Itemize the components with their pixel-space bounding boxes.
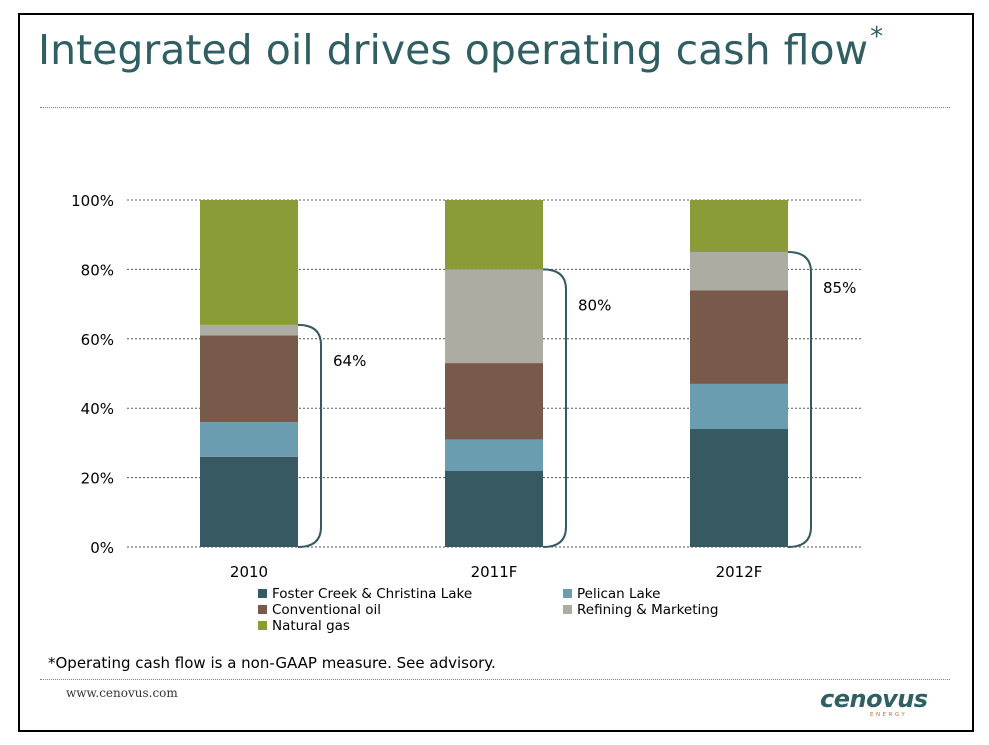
legend-item: Pelican Lake xyxy=(563,586,660,602)
logo-wordmark: cenovus xyxy=(820,685,928,713)
legend-swatch xyxy=(563,605,572,614)
legend-item: Natural gas xyxy=(258,618,350,634)
bar-segment xyxy=(690,290,788,384)
bracket xyxy=(297,323,322,548)
bar-segment xyxy=(690,429,788,547)
legend-label: Pelican Lake xyxy=(577,586,661,602)
x-tick-label: 2010 xyxy=(230,563,268,581)
x-tick-label: 2012F xyxy=(716,563,763,581)
bar-segment xyxy=(200,422,298,457)
y-tick-label: 100% xyxy=(71,192,114,210)
title-asterisk: * xyxy=(870,22,884,52)
legend-item: Refining & Marketing xyxy=(563,602,718,618)
legend-swatch xyxy=(258,589,267,598)
legend-label: Conventional oil xyxy=(272,602,382,618)
legend-swatch xyxy=(258,621,267,630)
legend-item: Conventional oil xyxy=(258,602,381,618)
bar-segment xyxy=(690,252,788,291)
y-tick-label: 60% xyxy=(81,331,114,349)
legend-label: Foster Creek & Christina Lake xyxy=(272,586,473,602)
footer-divider xyxy=(40,679,950,680)
legend-swatch xyxy=(563,589,572,598)
x-tick-label: 2011F xyxy=(471,563,518,581)
y-tick-label: 40% xyxy=(81,400,114,418)
bar-segment xyxy=(445,439,543,471)
bar-segment xyxy=(445,470,543,547)
logo-tagline: ENERGY xyxy=(870,712,907,718)
bracket xyxy=(542,268,567,548)
legend-swatch xyxy=(258,605,267,614)
bar-segment xyxy=(200,456,298,547)
website-link[interactable]: www.cenovus.com xyxy=(66,686,178,700)
annotation-label: 80% xyxy=(578,296,611,314)
bar-segment xyxy=(200,335,298,423)
legend-label: Natural gas xyxy=(272,618,350,634)
bar-segment xyxy=(690,383,788,430)
bar-segment xyxy=(445,269,543,364)
y-tick-label: 0% xyxy=(90,539,114,557)
bracket xyxy=(787,251,812,548)
annotation-label: 64% xyxy=(333,352,366,370)
bar-segment xyxy=(200,200,298,325)
title-text: Integrated oil drives operating cash flo… xyxy=(38,26,869,74)
bar-segment xyxy=(445,363,543,440)
bar-segment xyxy=(690,200,788,253)
bar-segment xyxy=(445,200,543,270)
legend-item: Foster Creek & Christina Lake xyxy=(258,586,472,602)
legend-label: Refining & Marketing xyxy=(577,602,719,618)
annotation-label: 85% xyxy=(823,279,856,297)
title-divider xyxy=(40,107,950,108)
bar-segment xyxy=(200,324,298,336)
y-tick-label: 20% xyxy=(81,470,114,488)
cenovus-logo: cenovus ENERGY xyxy=(820,685,928,718)
footnote: *Operating cash flow is a non-GAAP measu… xyxy=(48,654,496,672)
y-tick-label: 80% xyxy=(81,261,114,279)
page-title: Integrated oil drives operating cash flo… xyxy=(38,22,883,74)
